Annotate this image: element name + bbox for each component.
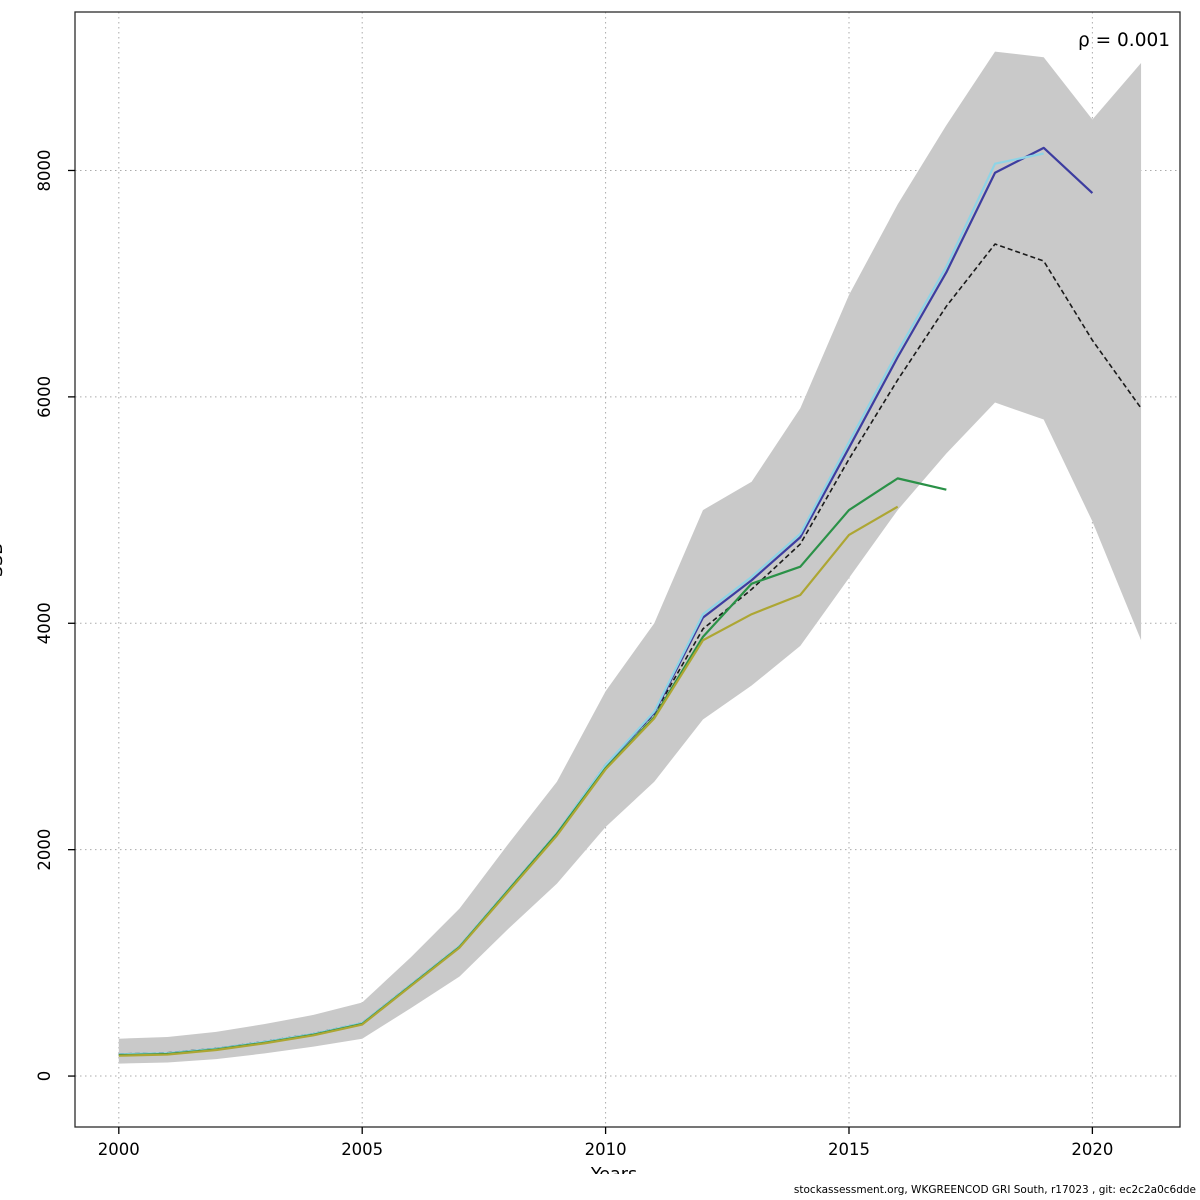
y-tick-label: 8000: [35, 149, 54, 191]
x-tick-labels: 2000 2005 2010 2015 2020: [98, 1140, 1114, 1159]
y-tick-label: 4000: [35, 602, 54, 644]
y-tick-labels: 0 2000 4000 6000 8000: [35, 149, 54, 1081]
series-lines: [118, 146, 1142, 1057]
confidence-band-polygon: [118, 51, 1142, 1064]
y-tick-label: 2000: [35, 829, 54, 871]
confidence-band: [118, 51, 1142, 1064]
x-tick-label: 2000: [98, 1140, 140, 1159]
rho-annotation: ρ = 0.001: [1078, 30, 1170, 51]
axis-ticks: [68, 169, 1094, 1134]
x-tick-label: 2015: [828, 1140, 870, 1159]
footer-credit: stockassessment.org, WKGREENCOD GRI Sout…: [794, 1184, 1196, 1196]
x-axis-label: Years: [590, 1165, 637, 1185]
y-tick-label: 6000: [35, 376, 54, 418]
y-tick-label: 0: [35, 1071, 54, 1082]
y-axis-label: SSB: [0, 543, 7, 577]
x-tick-label: 2020: [1071, 1140, 1113, 1159]
series-line-retro-peel-2016: [118, 505, 899, 1057]
x-tick-label: 2005: [341, 1140, 383, 1159]
plot-border: [74, 11, 1181, 1128]
x-tick-label: 2010: [585, 1140, 627, 1159]
